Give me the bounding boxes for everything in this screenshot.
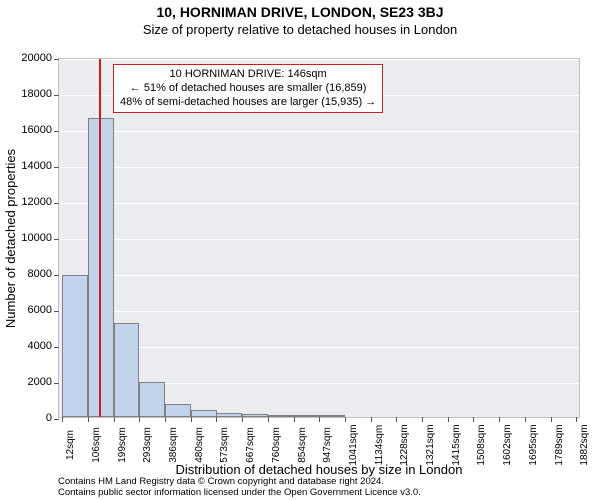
y-tick-label: 20000 <box>12 52 52 64</box>
x-tick-label: 1228sqm <box>399 424 410 465</box>
x-tick-mark <box>294 417 295 422</box>
histogram-bar <box>319 415 345 417</box>
y-tick-label: 8000 <box>12 268 52 280</box>
y-tick-mark <box>54 203 59 204</box>
x-tick-mark <box>525 417 526 422</box>
y-tick-mark <box>54 239 59 240</box>
histogram-bar <box>216 413 242 418</box>
y-tick-label: 6000 <box>12 304 52 316</box>
attribution-line1: Contains HM Land Registry data © Crown c… <box>58 476 421 487</box>
grid-line <box>59 311 579 312</box>
x-tick-mark <box>473 417 474 422</box>
y-tick-mark <box>54 167 59 168</box>
histogram-bar <box>62 275 88 417</box>
y-tick-mark <box>54 419 59 420</box>
attribution: Contains HM Land Registry data © Crown c… <box>58 476 421 498</box>
attribution-line2: Contains public sector information licen… <box>58 487 421 498</box>
plot-area: 10 HORNIMAN DRIVE: 146sqm← 51% of detach… <box>58 58 580 418</box>
x-tick-label: 1789sqm <box>554 424 565 465</box>
x-tick-label: 1695sqm <box>528 424 539 465</box>
x-tick-mark <box>396 417 397 422</box>
x-tick-label: 293sqm <box>142 427 153 463</box>
histogram-bar <box>165 404 191 418</box>
x-tick-mark <box>345 417 346 422</box>
x-tick-label: 1134sqm <box>374 425 385 465</box>
y-tick-label: 14000 <box>12 160 52 172</box>
x-tick-mark <box>114 417 115 422</box>
chart-title: 10, HORNIMAN DRIVE, LONDON, SE23 3BJ <box>0 4 600 20</box>
histogram-bar <box>294 415 320 417</box>
x-tick-mark <box>422 417 423 422</box>
x-axis-label: Distribution of detached houses by size … <box>58 462 580 477</box>
y-tick-mark <box>54 275 59 276</box>
x-tick-label: 1882sqm <box>579 424 590 465</box>
x-tick-label: 106sqm <box>91 427 102 463</box>
x-tick-label: 1602sqm <box>502 424 513 465</box>
y-tick-mark <box>54 311 59 312</box>
callout-line: ← 51% of detached houses are smaller (16… <box>120 82 376 96</box>
histogram-bar <box>268 415 294 417</box>
x-tick-label: 667sqm <box>245 427 256 463</box>
grid-line <box>59 203 579 204</box>
x-tick-mark <box>88 417 89 422</box>
y-tick-label: 2000 <box>12 376 52 388</box>
histogram-bar <box>242 414 268 417</box>
x-tick-label: 947sqm <box>322 427 333 463</box>
x-tick-label: 199sqm <box>117 427 128 463</box>
x-tick-mark <box>191 417 192 422</box>
y-tick-mark <box>54 347 59 348</box>
grid-line <box>59 239 579 240</box>
histogram-bar <box>139 382 165 417</box>
x-tick-mark <box>551 417 552 422</box>
y-tick-mark <box>54 59 59 60</box>
x-tick-label: 386sqm <box>168 427 179 463</box>
chart-subtitle: Size of property relative to detached ho… <box>0 22 600 37</box>
y-tick-label: 4000 <box>12 340 52 352</box>
y-tick-label: 18000 <box>12 88 52 100</box>
property-marker-line <box>99 59 101 417</box>
x-tick-mark <box>499 417 500 422</box>
grid-line <box>59 131 579 132</box>
x-tick-mark <box>448 417 449 422</box>
y-tick-mark <box>54 131 59 132</box>
x-tick-mark <box>576 417 577 422</box>
x-tick-mark <box>319 417 320 422</box>
grid-line <box>59 167 579 168</box>
x-tick-label: 480sqm <box>194 427 205 463</box>
y-tick-label: 12000 <box>12 196 52 208</box>
x-tick-mark <box>268 417 269 422</box>
x-tick-mark <box>242 417 243 422</box>
x-tick-mark <box>216 417 217 422</box>
x-tick-label: 12sqm <box>65 430 76 460</box>
x-tick-label: 854sqm <box>297 427 308 463</box>
y-tick-mark <box>54 95 59 96</box>
x-tick-label: 1041sqm <box>348 424 359 465</box>
x-tick-mark <box>139 417 140 422</box>
callout-line: 48% of semi-detached houses are larger (… <box>120 96 376 110</box>
x-tick-label: 1415sqm <box>451 424 462 465</box>
x-tick-mark <box>62 417 63 422</box>
chart-container: 10, HORNIMAN DRIVE, LONDON, SE23 3BJ Siz… <box>0 0 600 500</box>
x-tick-label: 573sqm <box>219 427 230 463</box>
y-tick-label: 10000 <box>12 232 52 244</box>
x-tick-label: 1508sqm <box>476 424 487 465</box>
histogram-bar <box>114 323 140 417</box>
grid-line <box>59 59 579 60</box>
x-tick-mark <box>371 417 372 422</box>
grid-line <box>59 275 579 276</box>
callout-box: 10 HORNIMAN DRIVE: 146sqm← 51% of detach… <box>113 64 383 113</box>
x-tick-label: 760sqm <box>271 427 282 463</box>
x-tick-label: 1321sqm <box>425 424 436 465</box>
y-tick-label: 0 <box>12 412 52 424</box>
x-tick-mark <box>165 417 166 422</box>
histogram-bar <box>191 410 217 417</box>
y-tick-label: 16000 <box>12 124 52 136</box>
y-tick-mark <box>54 383 59 384</box>
callout-line: 10 HORNIMAN DRIVE: 146sqm <box>120 68 376 82</box>
